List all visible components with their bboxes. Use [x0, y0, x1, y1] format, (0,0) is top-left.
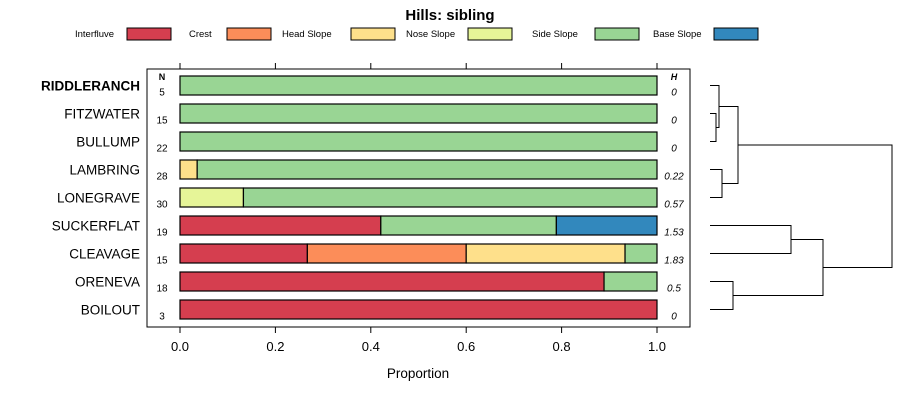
row-riddleranch: RIDDLERANCH 5 0 — [41, 75, 677, 99]
legend-label-head-slope: Head Slope — [282, 29, 332, 40]
legend-label-nose-slope: Nose Slope — [406, 29, 455, 40]
bar-segment-side-slope — [179, 131, 658, 152]
legend-swatch-head-slope — [350, 27, 396, 41]
x-axis: 0.0 0.2 0.4 0.6 0.8 1.0 — [171, 327, 666, 354]
bar-segment-head-slope — [179, 159, 198, 180]
row-h-value: 0.22 — [664, 172, 684, 183]
bar-segment-crest — [306, 243, 467, 264]
dendrogram-branch — [710, 169, 723, 198]
legend-label-crest: Crest — [189, 29, 212, 40]
row-bullump: BULLUMP 22 0 — [76, 131, 677, 155]
plot-frame — [146, 68, 691, 328]
dendrogram-branch — [710, 113, 717, 142]
row-h-value: 0.5 — [667, 284, 681, 295]
legend-label-base-slope: Base Slope — [653, 29, 702, 40]
x-tick-label: 0.4 — [362, 339, 380, 354]
dendrogram-branch — [710, 225, 792, 254]
bar-segment-side-slope — [179, 103, 658, 124]
legend-label-interfluve: Interfluve — [75, 29, 114, 40]
dendrogram-branch — [710, 281, 734, 310]
row-label: FITZWATER — [64, 107, 140, 122]
row-h-value: 0 — [671, 88, 677, 99]
bar-rows: RIDDLERANCH 5 0 FITZWATER 15 0 BULLUMP 22 0 LAMBR… — [41, 75, 684, 323]
bar-segment-interfluve — [179, 215, 382, 236]
row-cleavage: CLEAVAGE 15 1.83 — [69, 243, 684, 267]
dendrogram — [710, 85, 893, 310]
bar-segment-interfluve — [179, 271, 605, 292]
row-label: LONEGRAVE — [57, 191, 140, 206]
dendrogram-branch — [710, 85, 720, 128]
x-tick-label: 0.0 — [171, 339, 189, 354]
dendrogram-branch — [738, 144, 893, 268]
bar-segment-interfluve — [179, 299, 658, 320]
row-n-value: 19 — [156, 228, 168, 239]
bar-segment-head-slope — [465, 243, 626, 264]
row-lambring: LAMBRING 28 0.22 — [69, 159, 684, 183]
legend-swatch-interfluve — [126, 27, 172, 41]
row-h-value: 1.83 — [664, 256, 684, 267]
row-fitzwater: FITZWATER 15 0 — [64, 103, 677, 127]
row-label: CLEAVAGE — [69, 247, 140, 262]
legend-swatch-crest — [226, 27, 272, 41]
row-label: SUCKERFLAT — [52, 219, 140, 234]
row-n-value: 18 — [156, 284, 168, 295]
bar-segment-side-slope — [624, 243, 658, 264]
top-axis-ticks — [179, 63, 658, 69]
row-n-value: 15 — [156, 116, 168, 127]
x-tick-label: 1.0 — [648, 339, 666, 354]
chart-title: Hills: sibling — [405, 7, 494, 24]
row-n-value: 3 — [159, 312, 165, 323]
legend-label-side-slope: Side Slope — [532, 29, 578, 40]
row-h-value: 0 — [671, 312, 677, 323]
bar-segment-base-slope — [555, 215, 658, 236]
legend: Interfluve Crest Head Slope Nose Slope Side … — [75, 27, 759, 41]
row-n-value: 5 — [159, 88, 165, 99]
row-lonegrave: LONEGRAVE 30 0.57 — [57, 187, 684, 211]
dendrogram-branch — [733, 239, 824, 296]
bar-segment-side-slope — [380, 215, 557, 236]
bar-segment-nose-slope — [179, 187, 245, 208]
h-column-header: H — [671, 72, 678, 82]
row-n-value: 30 — [156, 200, 168, 211]
row-oreneva: ORENEVA 18 0.5 — [75, 271, 681, 295]
legend-swatch-nose-slope — [467, 27, 513, 41]
row-label: RIDDLERANCH — [41, 79, 140, 94]
row-suckerflat: SUCKERFLAT 19 1.53 — [52, 215, 684, 239]
n-column-header: N — [159, 72, 166, 82]
row-n-value: 28 — [156, 172, 168, 183]
x-tick-label: 0.6 — [457, 339, 475, 354]
row-label: LAMBRING — [69, 163, 140, 178]
row-boilout: BOILOUT 3 0 — [81, 299, 677, 323]
x-tick-label: 0.2 — [266, 339, 284, 354]
bar-segment-side-slope — [242, 187, 658, 208]
row-label: BOILOUT — [81, 303, 140, 318]
bar-segment-side-slope — [196, 159, 658, 180]
bar-segment-side-slope — [179, 75, 658, 96]
legend-swatch-side-slope — [594, 27, 640, 41]
bar-segment-side-slope — [603, 271, 658, 292]
row-h-value: 0 — [671, 144, 677, 155]
row-n-value: 15 — [156, 256, 168, 267]
x-tick-label: 0.8 — [553, 339, 571, 354]
x-axis-label: Proportion — [387, 366, 449, 381]
legend-swatch-base-slope — [713, 27, 759, 41]
row-h-value: 1.53 — [664, 228, 684, 239]
row-h-value: 0.57 — [664, 200, 684, 211]
row-label: ORENEVA — [75, 275, 140, 290]
row-n-value: 22 — [156, 144, 168, 155]
row-label: BULLUMP — [76, 135, 140, 150]
row-h-value: 0 — [671, 116, 677, 127]
bar-segment-interfluve — [179, 243, 308, 264]
